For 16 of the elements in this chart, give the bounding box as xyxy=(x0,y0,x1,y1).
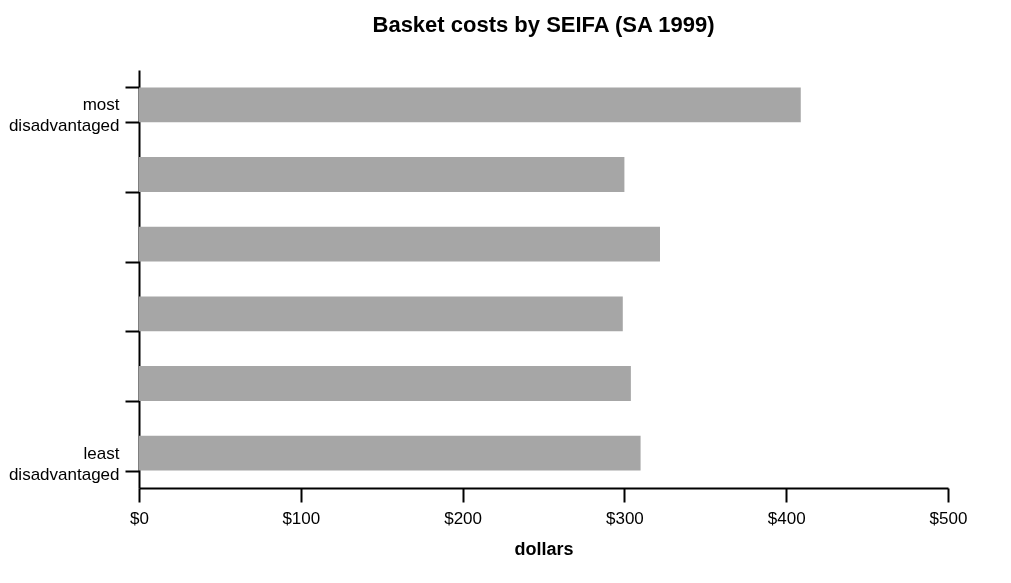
x-tick-label: $500 xyxy=(929,508,968,528)
x-tick-label: $200 xyxy=(444,508,483,528)
bar xyxy=(139,226,660,262)
x-axis-title: dollars xyxy=(514,538,574,559)
bar xyxy=(139,87,801,123)
bar xyxy=(139,296,623,332)
x-tick-label: $400 xyxy=(767,508,806,528)
x-tick-label: $0 xyxy=(130,508,149,528)
y-tick-label: most disadvantaged xyxy=(8,95,120,136)
y-tick-label: least disadvantaged xyxy=(8,443,120,484)
bar xyxy=(139,157,625,192)
bar xyxy=(139,366,631,401)
x-tick-label: $300 xyxy=(605,508,644,528)
x-tick-label: $100 xyxy=(282,508,321,528)
chart-title: Basket costs by SEIFA (SA 1999) xyxy=(372,12,715,37)
bar xyxy=(139,435,641,471)
